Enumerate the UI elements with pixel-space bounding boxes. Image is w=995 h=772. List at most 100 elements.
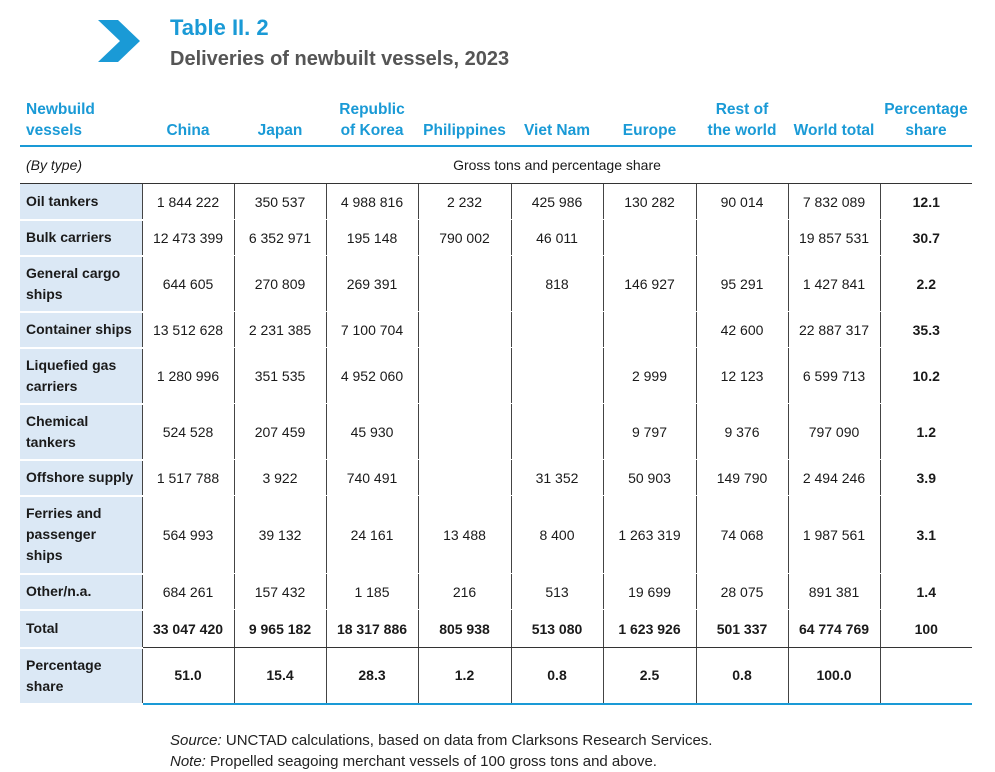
share-cell: 1.2: [417, 647, 511, 705]
line-text: the world: [707, 122, 777, 139]
column-header: Newbuild vessels: [20, 96, 142, 147]
table-cell: 1.4: [879, 573, 972, 610]
total-cell: 64 774 769: [787, 609, 880, 648]
table-cell: 19 699: [602, 573, 696, 610]
line-text: share: [905, 122, 947, 139]
table-cell: 28 075: [695, 573, 788, 610]
line-text: General cargo: [26, 264, 121, 281]
table-cell: 684 261: [141, 573, 234, 610]
table-cell: 35.3: [879, 311, 972, 348]
table-row: General cargo ships 644 605 270 809 269 391 8…: [20, 255, 972, 313]
table-cell: 1 280 996: [141, 347, 234, 404]
table-cell: [417, 403, 511, 460]
line-text: Europe: [622, 122, 677, 139]
table-cell: 425 986: [510, 183, 603, 220]
table-row: Offshore supply 1 517 788 3 922 740 491 31 3…: [20, 459, 972, 497]
note-text: Propelled seagoing merchant vessels of 1…: [205, 753, 657, 770]
total-row: Total 33 047 420 9 965 182 18 317 886 805 93…: [20, 609, 972, 649]
table-cell: 12.1: [879, 183, 972, 220]
line-text: tankers: [26, 433, 76, 450]
table-cell: 45 930: [325, 403, 418, 460]
row-label: Offshore supply: [20, 459, 142, 497]
line-text: ships: [26, 285, 63, 302]
table-row: Oil tankers 1 844 222 350 537 4 988 816 2 23…: [20, 183, 972, 221]
line-text: share: [26, 677, 64, 694]
total-cell: 513 080: [510, 609, 603, 648]
line-text: World total: [793, 122, 875, 139]
row-label: Bulk carriers: [20, 219, 142, 257]
notes: Source: UNCTAD calculations, based on da…: [170, 730, 712, 772]
table-cell: 13 512 628: [141, 311, 234, 348]
column-header: Philippines: [418, 96, 511, 147]
table-cell: 7 832 089: [787, 183, 880, 220]
line-text: Percentage: [884, 101, 968, 118]
table-cell: 7 100 704: [325, 311, 418, 348]
table-cell: 2 232: [417, 183, 511, 220]
table-cell: 4 952 060: [325, 347, 418, 404]
total-cell: 9 965 182: [233, 609, 326, 648]
line-text: Offshore supply: [26, 469, 134, 485]
table-cell: 130 282: [602, 183, 696, 220]
line-text: passenger: [26, 526, 97, 542]
table-cell: 351 535: [233, 347, 326, 404]
column-header: China: [142, 96, 234, 147]
table-cell: [695, 219, 788, 256]
table-cell: 3 922: [233, 459, 326, 496]
column-header: Percentage share: [880, 96, 972, 147]
table-cell: [510, 403, 603, 460]
unit-type: (By type): [20, 146, 142, 184]
table-row: Bulk carriers 12 473 399 6 352 971 195 148 7…: [20, 219, 972, 257]
table-cell: 269 391: [325, 255, 418, 312]
line-text: Container ships: [26, 321, 132, 337]
line-text: ships: [26, 547, 63, 563]
table-cell: 1 844 222: [141, 183, 234, 220]
table-cell: 9 797: [602, 403, 696, 460]
table-row: Ferries and passenger ships 564 993 39 132 24…: [20, 495, 972, 575]
table-row: Chemical tankers 524 528 207 459 45 930 9 797…: [20, 403, 972, 461]
table-cell: 22 887 317: [787, 311, 880, 348]
vessel-note: Note: Propelled seagoing merchant vessel…: [170, 751, 712, 772]
total-cell: 805 938: [417, 609, 511, 648]
table-cell: [602, 219, 696, 256]
source-text: UNCTAD calculations, based on data from …: [221, 732, 713, 749]
table-cell: 6 599 713: [787, 347, 880, 404]
row-label: Chemical tankers: [20, 403, 142, 461]
table-cell: [417, 255, 511, 312]
line-text: China: [166, 122, 210, 139]
total-cell: 100: [879, 609, 972, 648]
table-cell: 74 068: [695, 495, 788, 574]
line-text: Newbuild: [26, 101, 95, 118]
table-cell: 790 002: [417, 219, 511, 256]
column-header: Japan: [234, 96, 326, 147]
table-cell: 644 605: [141, 255, 234, 312]
table-cell: [417, 459, 511, 496]
table-cell: 24 161: [325, 495, 418, 574]
table-cell: 1 427 841: [787, 255, 880, 312]
table-cell: 564 993: [141, 495, 234, 574]
table-cell: 740 491: [325, 459, 418, 496]
table-cell: 1.2: [879, 403, 972, 460]
line-text: Viet Nam: [523, 122, 591, 139]
table-cell: 12 123: [695, 347, 788, 404]
table-cell: 216: [417, 573, 511, 610]
share-cell: 15.4: [233, 647, 326, 705]
table-cell: 6 352 971: [233, 219, 326, 256]
deliveries-table: Newbuild vessels China Japan Republic of Kore…: [20, 96, 972, 705]
table-cell: 149 790: [695, 459, 788, 496]
table-subtitle: Deliveries of newbuilt vessels, 2023: [170, 48, 510, 70]
table-title: Table II. 2: [170, 15, 269, 40]
total-label: Total: [20, 609, 142, 649]
unit-label: Gross tons and percentage share: [142, 146, 972, 184]
table-cell: 1 263 319: [602, 495, 696, 574]
share-cell: 0.8: [695, 647, 788, 705]
table-cell: 3.9: [879, 459, 972, 496]
column-header: Republic of Korea: [326, 96, 418, 147]
table-cell: 10.2: [879, 347, 972, 404]
line-text: Philippines: [423, 122, 506, 139]
table-cell: 2 999: [602, 347, 696, 404]
table-row: Container ships 13 512 628 2 231 385 7 100 …: [20, 311, 972, 349]
table-cell: 2 494 246: [787, 459, 880, 496]
table-cell: 12 473 399: [141, 219, 234, 256]
line-text: carriers: [26, 377, 78, 394]
table-cell: [417, 347, 511, 404]
